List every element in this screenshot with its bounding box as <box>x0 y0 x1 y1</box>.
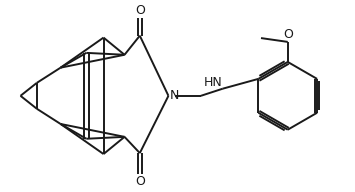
Text: HN: HN <box>204 76 223 89</box>
Text: O: O <box>283 28 293 41</box>
Text: N: N <box>169 89 179 102</box>
Text: O: O <box>135 4 145 17</box>
Text: O: O <box>135 175 145 188</box>
